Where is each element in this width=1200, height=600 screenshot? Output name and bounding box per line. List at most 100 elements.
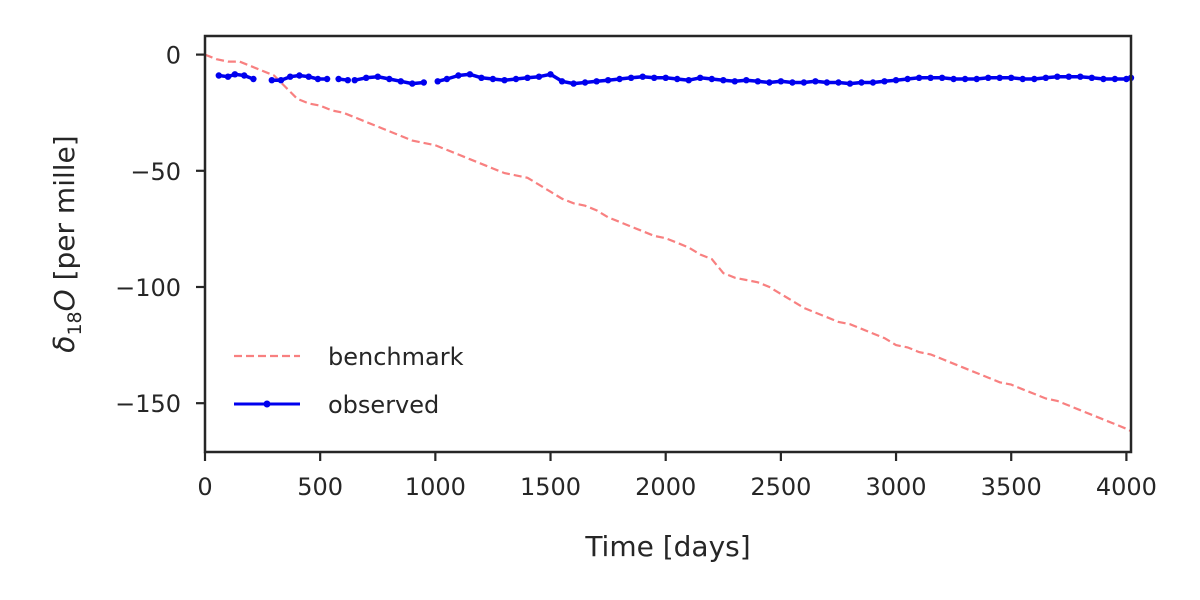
observed-data-point xyxy=(858,79,865,86)
observed-data-point xyxy=(731,78,738,85)
observed-data-point xyxy=(397,78,404,85)
observed-data-point xyxy=(335,75,342,83)
x-tick-label: 3000 xyxy=(866,473,927,501)
x-tick-label: 2000 xyxy=(635,473,696,501)
observed-data-point xyxy=(800,79,808,86)
legend-benchmark-label: benchmark xyxy=(328,343,464,371)
observed-data-point xyxy=(789,79,796,86)
x-tick-label: 3500 xyxy=(981,473,1042,501)
benchmark-series-line xyxy=(204,53,1132,433)
observed-data-point xyxy=(512,75,520,83)
y-axis-label-subscript: 18 xyxy=(64,311,86,335)
x-tick-label: 0 xyxy=(197,473,212,501)
x-tick-label: 4000 xyxy=(1096,473,1157,501)
observed-data-point xyxy=(604,77,612,84)
observed-data-point xyxy=(501,77,508,84)
observed-data-point xyxy=(314,75,322,83)
legend: benchmark observed xyxy=(234,343,464,419)
observed-data-point xyxy=(938,74,946,82)
observed-data-point xyxy=(466,71,474,78)
observed-data-point xyxy=(581,79,589,86)
observed-data-point xyxy=(881,78,888,85)
observed-data-point xyxy=(892,77,900,84)
x-tick-label: 1000 xyxy=(405,473,466,501)
y-tick-label: −150 xyxy=(115,390,181,418)
observed-data-point xyxy=(374,73,381,80)
observed-data-point xyxy=(708,75,715,83)
observed-data-point xyxy=(685,77,692,84)
observed-data-point xyxy=(996,74,1003,82)
x-tick-label: 1500 xyxy=(520,473,581,501)
observed-data-point xyxy=(697,74,704,82)
observed-data-point xyxy=(363,74,370,82)
observed-data-point xyxy=(651,74,658,82)
y-axis-label: δ18O [per mille] xyxy=(48,135,86,352)
observed-data-point xyxy=(1111,75,1119,83)
observed-data-point xyxy=(558,78,566,85)
observed-data-point xyxy=(1065,73,1073,80)
observed-data-point xyxy=(351,77,358,84)
observed-data-point xyxy=(434,78,441,85)
observed-data-point xyxy=(547,71,554,78)
x-axis-label: Time [days] xyxy=(584,530,750,563)
observed-data-point xyxy=(950,75,957,83)
observed-data-point xyxy=(904,75,911,83)
y-axis-label-variable: O xyxy=(48,289,81,311)
observed-data-point xyxy=(639,73,646,80)
observed-data-point xyxy=(1008,74,1015,82)
observed-data-point xyxy=(231,71,239,78)
observed-data-point xyxy=(535,73,543,80)
observed-data-point xyxy=(674,75,681,83)
observed-data-point xyxy=(344,77,351,84)
x-tick-label: 2500 xyxy=(750,473,811,501)
x-tick-label: 500 xyxy=(297,473,343,501)
observed-data-point xyxy=(985,74,992,82)
observed-data-point xyxy=(1031,75,1038,83)
observed-data-point xyxy=(1088,74,1096,82)
legend-observed-marker xyxy=(263,400,271,408)
observed-data-point xyxy=(296,72,303,79)
y-axis-label-symbol: δ xyxy=(48,336,81,353)
observed-data-point xyxy=(241,72,248,79)
y-axis-label-unit: [per mille] xyxy=(48,135,81,289)
y-tick-label: −100 xyxy=(115,274,181,302)
plot-frame xyxy=(203,34,1133,454)
observed-data-point xyxy=(743,77,750,84)
observed-data-point xyxy=(662,74,669,82)
observed-data-point xyxy=(927,74,934,82)
observed-data-point xyxy=(754,78,761,85)
observed-data-point xyxy=(250,75,257,83)
observed-data-point xyxy=(570,80,577,87)
observed-data-point xyxy=(524,74,531,82)
observed-data-point xyxy=(973,75,980,83)
observed-data-point xyxy=(616,75,623,83)
y-tick-label: 0 xyxy=(166,42,181,70)
observed-data-point xyxy=(915,74,923,82)
observed-data-point xyxy=(277,77,285,84)
observed-data-point xyxy=(627,74,635,82)
observed-data-point xyxy=(386,75,393,83)
observed-data-point xyxy=(720,77,727,84)
observed-data-point xyxy=(777,78,785,85)
observed-data-point xyxy=(420,79,427,86)
plot-area xyxy=(204,53,1135,433)
observed-data-point xyxy=(823,79,831,86)
observed-data-point xyxy=(478,74,485,82)
observed-data-point xyxy=(1100,75,1107,83)
observed-data-point xyxy=(812,78,819,85)
observed-data-point xyxy=(443,75,451,83)
observed-data-point xyxy=(961,75,969,83)
observed-data-point xyxy=(1077,73,1084,80)
y-tick-label: −50 xyxy=(130,158,181,186)
observed-data-point xyxy=(846,80,854,87)
observed-data-point xyxy=(766,79,773,86)
observed-data-point xyxy=(593,78,600,85)
observed-data-point xyxy=(287,73,294,80)
observed-data-point xyxy=(409,80,416,87)
observed-data-point xyxy=(835,79,842,86)
axis-ticks: 0 500 1000 1500 2000 2500 3000 3500 4000 0 −50 −100… xyxy=(115,42,1157,501)
observed-data-point xyxy=(1019,75,1026,83)
observed-data-point xyxy=(869,79,877,86)
observed-data-point xyxy=(224,73,232,80)
